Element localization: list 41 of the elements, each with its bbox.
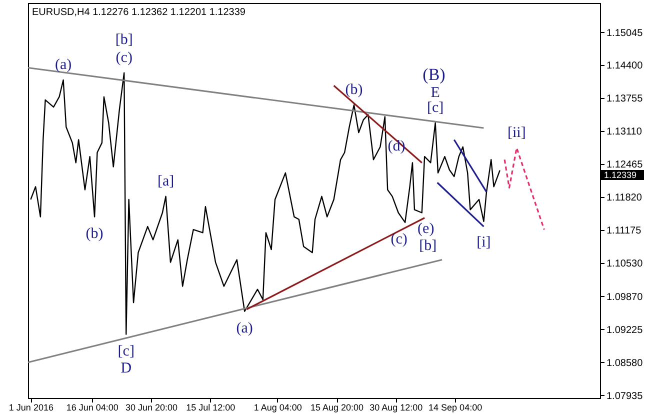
y-tick-label: 1.09870	[606, 292, 644, 303]
y-tick-label: 1.11820	[606, 192, 642, 204]
x-tick-label: 16 Jun 04:00	[66, 402, 118, 412]
x-tick-label: 30 Aug 12:00	[370, 402, 423, 412]
y-tick-label: 1.13110	[606, 126, 642, 138]
y-tick-label: 1.13755	[606, 94, 644, 105]
annotation: D	[120, 360, 132, 376]
y-tick-label: 1.15045	[606, 28, 644, 39]
y-tick-label: 1.14400	[606, 60, 644, 72]
y-tick-label: 1.10530	[606, 258, 644, 270]
line-series	[504, 147, 546, 230]
annotation: [ii]	[507, 124, 526, 141]
y-tick-label: 1.09225	[606, 324, 644, 336]
annotation: (c)	[116, 50, 132, 66]
text: 1.12339	[604, 170, 637, 180]
y-tick-label: 1.11175	[606, 225, 642, 236]
annotation: (a)	[54, 57, 72, 73]
x-tick-label: 15 Jul 12:00	[186, 402, 236, 412]
annotation: [i]	[476, 234, 491, 250]
x-tick-label: 1 Aug 04:00	[254, 402, 302, 412]
annotation: [b]	[115, 32, 133, 48]
annotation: (b)	[345, 82, 363, 98]
x-tick-label: 14 Sep 04:00	[428, 402, 482, 412]
annotation: (b)	[86, 226, 104, 242]
annotation: (c)	[390, 231, 408, 248]
annotation: [c]	[118, 343, 134, 360]
annotation: [b]	[419, 238, 437, 254]
y-tick-label: 1.07935	[606, 390, 644, 402]
annotation: (d)	[388, 138, 406, 155]
annotation: [c]	[426, 100, 444, 116]
x-tick-label: 30 Jun 20:00	[125, 402, 178, 412]
annotation: [a]	[157, 173, 174, 190]
x-tick-label: 1 Jun 2016	[8, 402, 54, 412]
annotation: (a)	[236, 320, 253, 336]
x-tick-label: 15 Aug 20:00	[310, 402, 364, 412]
annotation: (B)	[422, 65, 446, 84]
y-tick-label: 1.08580	[606, 358, 644, 369]
chart-title: EURUSD,H4 1.12276 1.12362 1.12201 1.12339	[32, 7, 246, 18]
annotation: E	[430, 84, 440, 101]
annotation: (e)	[418, 220, 434, 237]
y-tick-label: 1.12465	[606, 159, 644, 170]
